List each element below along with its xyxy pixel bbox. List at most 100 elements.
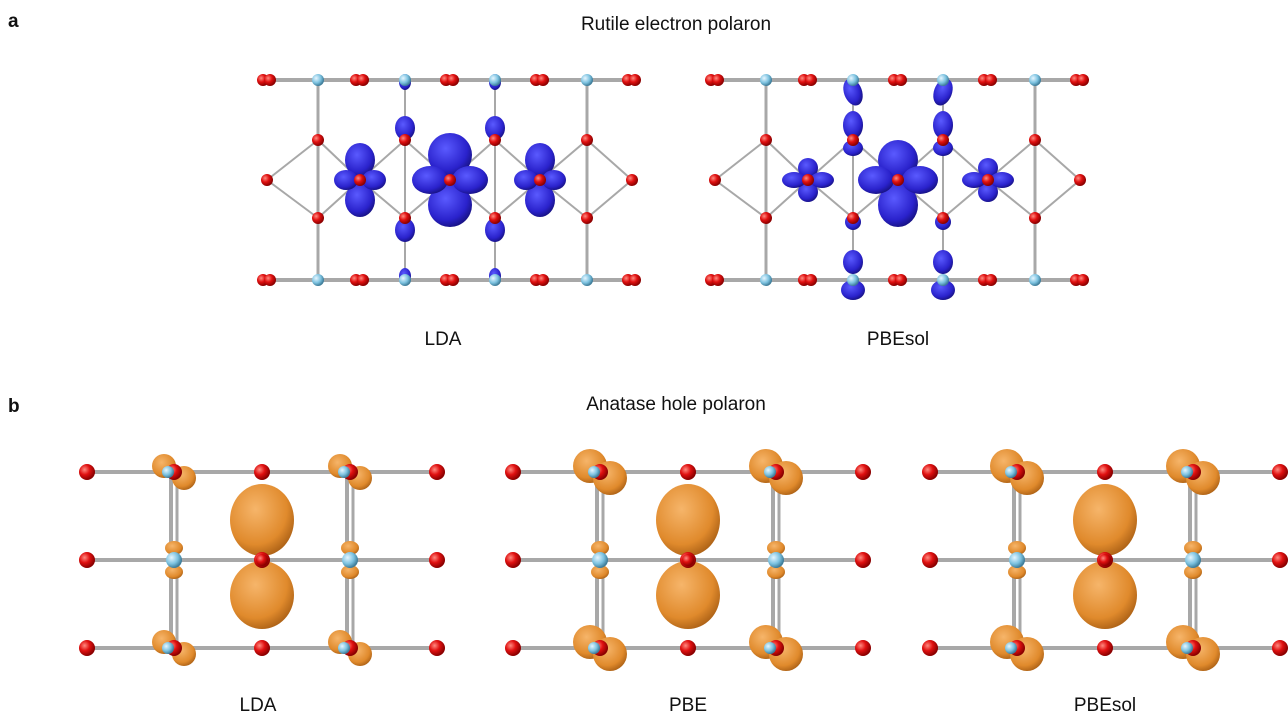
atom [505, 640, 521, 656]
atom [1009, 552, 1025, 568]
atom [166, 552, 182, 568]
atom [79, 464, 95, 480]
atom [855, 640, 871, 656]
atom [802, 174, 814, 186]
atom [429, 552, 445, 568]
atom [982, 174, 994, 186]
atom [444, 174, 456, 186]
atom [1272, 552, 1288, 568]
panel-label: b [8, 396, 20, 417]
atom [489, 274, 501, 286]
atom [312, 74, 324, 86]
orbital-lobe [902, 166, 938, 194]
atom [985, 274, 997, 286]
atom [712, 74, 724, 86]
atom [1029, 274, 1041, 286]
atom [709, 174, 721, 186]
atom [489, 134, 501, 146]
atom [162, 466, 174, 478]
atom [399, 212, 411, 224]
atom [847, 134, 859, 146]
atom [1029, 212, 1041, 224]
panel-label: a [8, 11, 19, 32]
atom [505, 552, 521, 568]
atom [79, 640, 95, 656]
atom [805, 274, 817, 286]
atom [712, 274, 724, 286]
figure: a Rutile electron polaron LDA PBEsol b A… [0, 0, 1288, 719]
atom [805, 74, 817, 86]
atom [855, 552, 871, 568]
bond [715, 140, 766, 180]
panel-title: Anatase hole polaron [586, 394, 766, 415]
atom [1077, 274, 1089, 286]
atom [357, 74, 369, 86]
atom [760, 212, 772, 224]
atom [1181, 642, 1193, 654]
atom [937, 212, 949, 224]
page: a Rutile electron polaron LDA PBEsol b A… [0, 0, 1288, 719]
atom [629, 274, 641, 286]
atom [581, 74, 593, 86]
atom [855, 464, 871, 480]
atom [338, 642, 350, 654]
atom [937, 134, 949, 146]
atom [534, 174, 546, 186]
bond [267, 180, 318, 218]
atom [254, 464, 270, 480]
atom [1005, 466, 1017, 478]
atom [847, 274, 859, 286]
atom [505, 464, 521, 480]
atom [581, 134, 593, 146]
atom [447, 74, 459, 86]
atom [537, 74, 549, 86]
atom [760, 274, 772, 286]
bond [587, 140, 632, 180]
subpanel-label: PBEsol [867, 329, 929, 350]
atom [1097, 640, 1113, 656]
atom [342, 552, 358, 568]
atom [1181, 466, 1193, 478]
atom [937, 274, 949, 286]
atom [489, 74, 501, 86]
atom [264, 274, 276, 286]
atom [764, 642, 776, 654]
atom [895, 74, 907, 86]
subpanel-label: PBEsol [1074, 695, 1136, 716]
atom [79, 552, 95, 568]
atom [892, 174, 904, 186]
atom [626, 174, 638, 186]
orbital-lobe [230, 484, 294, 556]
atom [768, 552, 784, 568]
atom [354, 174, 366, 186]
bond [1035, 140, 1080, 180]
atom [1029, 74, 1041, 86]
orbital-lobe [452, 166, 488, 194]
atom [922, 552, 938, 568]
atom [1005, 642, 1017, 654]
atom [581, 274, 593, 286]
orbital-lobe [858, 166, 894, 194]
subpanel-label: PBE [669, 695, 707, 716]
atom [537, 274, 549, 286]
bond [715, 180, 766, 218]
atom [254, 640, 270, 656]
atom [588, 642, 600, 654]
atom [847, 74, 859, 86]
bond [267, 140, 318, 180]
atom [261, 174, 273, 186]
atom [312, 274, 324, 286]
bond [587, 180, 632, 218]
atom [399, 274, 411, 286]
atom [680, 640, 696, 656]
atom [264, 74, 276, 86]
orbital-lobe [656, 484, 720, 556]
orbital-lobe [1073, 484, 1137, 556]
atom [764, 466, 776, 478]
atom [338, 466, 350, 478]
atom [680, 464, 696, 480]
atom [489, 212, 501, 224]
subpanel-label: LDA [240, 695, 277, 716]
atom [985, 74, 997, 86]
atom [937, 74, 949, 86]
